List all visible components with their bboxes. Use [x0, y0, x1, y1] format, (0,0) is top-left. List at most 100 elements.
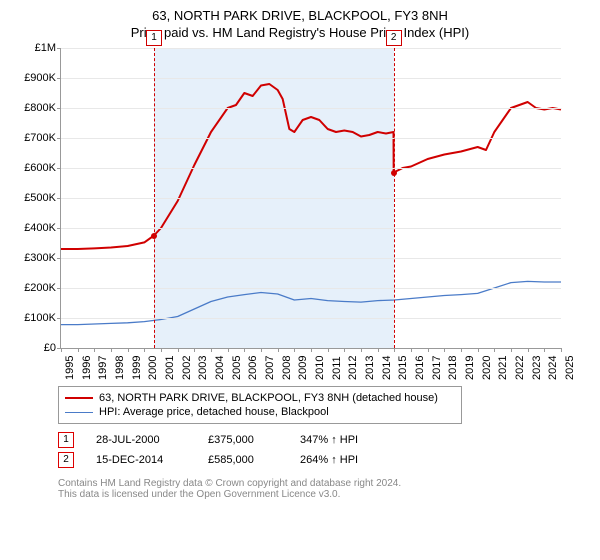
x-axis-label: 1998	[114, 356, 126, 380]
y-gridline	[61, 168, 561, 169]
y-axis-label: £1M	[16, 42, 56, 54]
x-axis-label: 2016	[414, 356, 426, 380]
x-tick	[394, 348, 395, 352]
y-gridline	[61, 258, 561, 259]
legend-swatch-property	[65, 397, 93, 399]
y-axis-label: £200K	[16, 282, 56, 294]
x-tick	[311, 348, 312, 352]
x-tick	[94, 348, 95, 352]
sale-date-1: 28-JUL-2000	[96, 434, 186, 446]
sale-marker-chart-box: 1	[146, 30, 162, 46]
sale-marker-dot	[391, 170, 397, 176]
x-axis-label: 2006	[247, 356, 259, 380]
y-axis-label: £700K	[16, 132, 56, 144]
y-gridline	[61, 138, 561, 139]
sale-date-2: 15-DEC-2014	[96, 454, 186, 466]
sale-marker-dot	[151, 233, 157, 239]
sale-price-1: £375,000	[208, 434, 278, 446]
sale-marker-line	[394, 48, 395, 348]
x-tick	[211, 348, 212, 352]
y-axis-label: £400K	[16, 222, 56, 234]
x-tick	[528, 348, 529, 352]
sales-row-2: 2 15-DEC-2014 £585,000 264% ↑ HPI	[58, 450, 590, 470]
x-tick	[178, 348, 179, 352]
x-tick	[561, 348, 562, 352]
x-axis-label: 1996	[81, 356, 93, 380]
x-axis-label: 1999	[131, 356, 143, 380]
footer-line-2: This data is licensed under the Open Gov…	[58, 489, 590, 500]
x-axis-label: 2023	[531, 356, 543, 380]
x-axis-label: 2019	[464, 356, 476, 380]
x-axis-label: 2014	[381, 356, 393, 380]
y-axis-label: £900K	[16, 72, 56, 84]
x-tick	[278, 348, 279, 352]
x-axis-label: 2004	[214, 356, 226, 380]
y-gridline	[61, 198, 561, 199]
x-tick	[328, 348, 329, 352]
x-tick	[461, 348, 462, 352]
sales-table: 1 28-JUL-2000 £375,000 347% ↑ HPI 2 15-D…	[58, 430, 590, 470]
x-axis-label: 2025	[564, 356, 576, 380]
plot-area: 12 £0£100K£200K£300K£400K£500K£600K£700K…	[20, 48, 580, 378]
x-tick	[478, 348, 479, 352]
x-tick	[361, 348, 362, 352]
x-axis-label: 2022	[514, 356, 526, 380]
legend-row-hpi: HPI: Average price, detached house, Blac…	[65, 405, 455, 419]
x-axis-label: 2000	[147, 356, 159, 380]
legend-label-hpi: HPI: Average price, detached house, Blac…	[99, 406, 329, 418]
sale-price-2: £585,000	[208, 454, 278, 466]
sale-pct-2: 264% ↑ HPI	[300, 454, 390, 466]
y-tick	[57, 138, 61, 139]
y-tick	[57, 228, 61, 229]
x-tick	[111, 348, 112, 352]
footer-attribution: Contains HM Land Registry data © Crown c…	[58, 478, 590, 500]
x-axis-label: 2015	[397, 356, 409, 380]
y-tick	[57, 108, 61, 109]
x-tick	[78, 348, 79, 352]
y-tick	[57, 318, 61, 319]
footer-line-1: Contains HM Land Registry data © Crown c…	[58, 478, 590, 489]
x-tick	[444, 348, 445, 352]
y-axis-label: £800K	[16, 102, 56, 114]
x-tick	[244, 348, 245, 352]
y-axis-label: £0	[16, 342, 56, 354]
x-axis-label: 2011	[331, 356, 343, 380]
legend-label-property: 63, NORTH PARK DRIVE, BLACKPOOL, FY3 8NH…	[99, 392, 438, 404]
chart-container: 63, NORTH PARK DRIVE, BLACKPOOL, FY3 8NH…	[0, 0, 600, 504]
x-axis-label: 2021	[497, 356, 509, 380]
y-gridline	[61, 228, 561, 229]
x-axis-label: 2005	[231, 356, 243, 380]
x-tick	[144, 348, 145, 352]
x-tick	[61, 348, 62, 352]
chart-subtitle: Price paid vs. HM Land Registry's House …	[10, 25, 590, 40]
sale-marker-chart-box: 2	[386, 30, 402, 46]
x-tick	[161, 348, 162, 352]
x-axis-label: 2007	[264, 356, 276, 380]
sales-row-1: 1 28-JUL-2000 £375,000 347% ↑ HPI	[58, 430, 590, 450]
x-axis-label: 2009	[297, 356, 309, 380]
y-gridline	[61, 288, 561, 289]
x-axis-label: 2003	[197, 356, 209, 380]
x-axis-label: 2013	[364, 356, 376, 380]
x-tick	[511, 348, 512, 352]
x-axis-label: 1995	[64, 356, 76, 380]
y-tick	[57, 288, 61, 289]
x-tick	[344, 348, 345, 352]
legend-row-property: 63, NORTH PARK DRIVE, BLACKPOOL, FY3 8NH…	[65, 391, 455, 405]
y-tick	[57, 168, 61, 169]
y-gridline	[61, 48, 561, 49]
x-tick	[228, 348, 229, 352]
x-axis-label: 1997	[97, 356, 109, 380]
y-axis-label: £500K	[16, 192, 56, 204]
y-tick	[57, 48, 61, 49]
y-tick	[57, 198, 61, 199]
x-axis-label: 2012	[347, 356, 359, 380]
y-gridline	[61, 108, 561, 109]
y-axis-label: £600K	[16, 162, 56, 174]
legend-box: 63, NORTH PARK DRIVE, BLACKPOOL, FY3 8NH…	[58, 386, 462, 424]
x-axis-label: 2018	[447, 356, 459, 380]
sale-marker-box-1: 1	[58, 432, 74, 448]
sale-pct-1: 347% ↑ HPI	[300, 434, 390, 446]
x-tick	[544, 348, 545, 352]
chart-title: 63, NORTH PARK DRIVE, BLACKPOOL, FY3 8NH	[10, 8, 590, 23]
